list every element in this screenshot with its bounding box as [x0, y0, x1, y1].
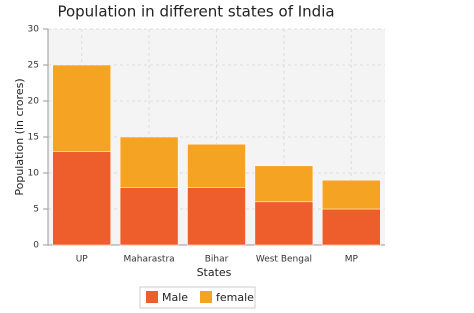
bar-segment — [322, 208, 381, 246]
chart-title: Population in different states of India — [57, 3, 334, 21]
y-tick-label: 25 — [28, 61, 39, 71]
y-tick-label: 10 — [28, 169, 40, 179]
x-tick-label: Maharastra — [124, 255, 175, 265]
y-tick-label: 5 — [33, 205, 39, 215]
y-tick-label: 15 — [28, 133, 39, 143]
x-axis-label: States — [197, 266, 232, 279]
legend-swatch — [146, 291, 158, 303]
bar-segment — [254, 165, 314, 203]
legend-label: Male — [162, 291, 188, 304]
y-tick-label: 20 — [28, 97, 40, 107]
bar-segment — [254, 201, 314, 246]
x-tick-label: MP — [345, 255, 359, 265]
bar-segment — [187, 143, 246, 188]
bar-segment — [52, 151, 111, 246]
y-tick-label: 30 — [28, 25, 40, 35]
bar-segment — [322, 179, 381, 210]
bar-segment — [119, 136, 179, 188]
y-axis-label: Population (in crores) — [13, 78, 26, 195]
legend-swatch — [200, 291, 212, 303]
bar-segment — [119, 187, 179, 246]
bar-segment — [187, 187, 246, 246]
x-tick-label: West Bengal — [256, 255, 312, 265]
bar-segment — [52, 64, 111, 152]
x-tick-label: UP — [76, 255, 89, 265]
y-tick-label: 0 — [33, 241, 39, 251]
x-tick-label: Bihar — [205, 255, 229, 265]
legend-box — [139, 286, 256, 309]
legend-label: female — [216, 291, 254, 304]
